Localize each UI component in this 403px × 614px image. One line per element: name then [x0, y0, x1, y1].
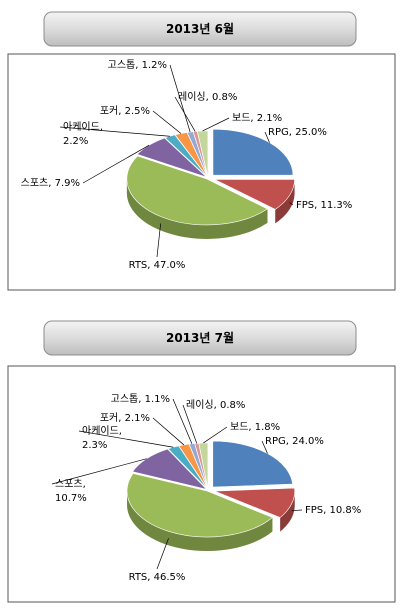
data-label-line: 아케이드, — [82, 425, 122, 437]
data-label-line: 고스톱, 1.1% — [111, 393, 170, 405]
chart-title: 2013년 6월 — [166, 21, 234, 36]
data-label: FPS, 10.8% — [305, 505, 361, 516]
data-label: 포커, 2.5% — [100, 105, 150, 117]
data-label-line: 포커, 2.5% — [100, 105, 150, 117]
pie-slice — [214, 487, 296, 518]
data-label-line: RTS, 46.5% — [129, 572, 186, 583]
pie-slice-side — [127, 491, 273, 552]
leader-line — [172, 398, 193, 444]
data-label-line: 고스톱, 1.2% — [108, 59, 167, 71]
data-label: 고스톱, 1.1% — [111, 393, 170, 405]
data-label: 레이싱, 0.8% — [186, 399, 245, 411]
data-label-line: RPG, 25.0% — [268, 127, 327, 138]
data-label-line: RPG, 24.0% — [265, 436, 324, 447]
data-label-line: FPS, 11.3% — [296, 200, 352, 211]
data-label-line: 2.2% — [63, 136, 88, 147]
data-label-line: 2.3% — [82, 440, 107, 451]
pie-slice — [126, 473, 274, 538]
data-label-line: 10.7% — [55, 493, 87, 504]
data-label: RTS, 46.5% — [129, 572, 186, 583]
pie-slice — [214, 179, 295, 210]
data-label: 스포츠, 7.9% — [21, 177, 80, 189]
data-label: 고스톱, 1.2% — [108, 59, 167, 71]
pie-slice-side — [126, 178, 268, 239]
data-label: RTS, 47.0% — [129, 260, 186, 271]
data-label: FPS, 11.3% — [296, 200, 352, 211]
data-label-line: 보드, 2.1% — [232, 112, 282, 124]
leader-line — [51, 458, 147, 485]
pie-slice-side — [280, 491, 295, 532]
data-label: 아케이드, 2.2% — [63, 121, 103, 147]
data-label: 보드, 2.1% — [232, 112, 282, 124]
leader-line — [82, 144, 150, 184]
leader-line — [59, 126, 170, 137]
data-label-line: FPS, 10.8% — [305, 505, 361, 516]
leader-line — [202, 117, 230, 132]
data-label: RPG, 24.0% — [265, 436, 324, 447]
leader-line — [182, 404, 198, 444]
pie-slice — [212, 128, 294, 176]
data-label-line: 레이싱, 0.8% — [186, 399, 245, 411]
data-label: RPG, 25.0% — [268, 127, 327, 138]
data-label: 스포츠, 10.7% — [55, 478, 87, 504]
pie-slice — [132, 448, 208, 490]
chart-title: 2013년 7월 — [166, 330, 234, 345]
data-label-line: 보드, 1.8% — [230, 421, 280, 433]
leader-line — [174, 96, 196, 132]
leader-line — [152, 417, 185, 446]
pie-slice — [126, 155, 269, 226]
data-label-line: RTS, 47.0% — [129, 260, 186, 271]
leader-line — [261, 440, 268, 454]
leader-line — [156, 223, 161, 258]
data-label: 포커, 2.1% — [100, 412, 150, 424]
leader-line — [152, 110, 182, 134]
data-label: 아케이드, 2.3% — [82, 425, 122, 451]
title-button — [43, 320, 357, 356]
leader-line — [264, 131, 270, 143]
title-button — [43, 11, 357, 47]
leader-line — [169, 64, 191, 133]
leader-line — [291, 509, 303, 511]
data-label-line: 스포츠, 7.9% — [21, 177, 80, 189]
data-label-line: 스포츠, — [55, 478, 86, 490]
data-label-line: 포커, 2.1% — [100, 412, 150, 424]
leader-line — [289, 202, 294, 206]
leader-line — [203, 426, 228, 444]
pie-slice — [136, 137, 207, 178]
data-label: 보드, 1.8% — [230, 421, 280, 433]
leader-line — [156, 538, 169, 570]
data-label: 레이싱, 0.8% — [178, 91, 237, 103]
data-label-line: 레이싱, 0.8% — [178, 91, 237, 103]
data-label-line: 아케이드, — [63, 121, 103, 133]
pie-slice — [196, 130, 209, 177]
pie-slice — [212, 440, 293, 488]
leader-line — [78, 430, 174, 448]
